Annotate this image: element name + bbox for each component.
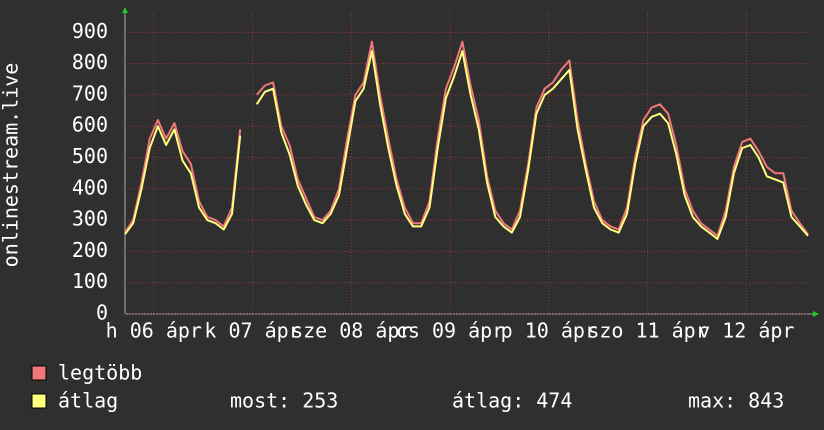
legend-label: legtöbb [58,361,142,385]
legend-swatch [31,393,47,409]
x-tick-label: sze 08 ápr [291,319,411,343]
y-tick-label: 800 [72,50,108,74]
x-tick-label: h 06 ápr [106,319,202,343]
y-tick-label: 400 [72,175,108,199]
legend-label: átlag [58,389,118,413]
stat-value: 474 [536,389,572,413]
x-tick-label: cs 09 ápr [396,319,504,343]
y-tick-label: 600 [72,113,108,137]
stat-value: 843 [748,389,784,413]
y-tick-label: 500 [72,144,108,168]
y-axis-label: onlinestream.live [0,63,23,268]
series-line [124,50,809,240]
y-tick-label: 900 [72,19,108,43]
x-tick-label: k 07 ápr [204,319,300,343]
y-tick-label: 200 [72,238,108,262]
x-axis-arrow [813,311,819,317]
stat-value: 253 [302,389,338,413]
stat-label: átlag: [452,389,524,413]
stat-label: most: [230,389,290,413]
y-tick-label: 300 [72,207,108,231]
y-tick-label: 700 [72,81,108,105]
stat-label: max: [688,389,736,413]
y-tick-label: 0 [96,301,108,325]
legend-swatch [31,365,47,381]
x-tick-label: szo 11 ápr [587,319,707,343]
x-tick-label: p 10 ápr [501,319,597,343]
x-tick-label: v 12 ápr [698,319,794,343]
y-tick-label: 100 [72,269,108,293]
y-axis-arrow [122,7,128,13]
